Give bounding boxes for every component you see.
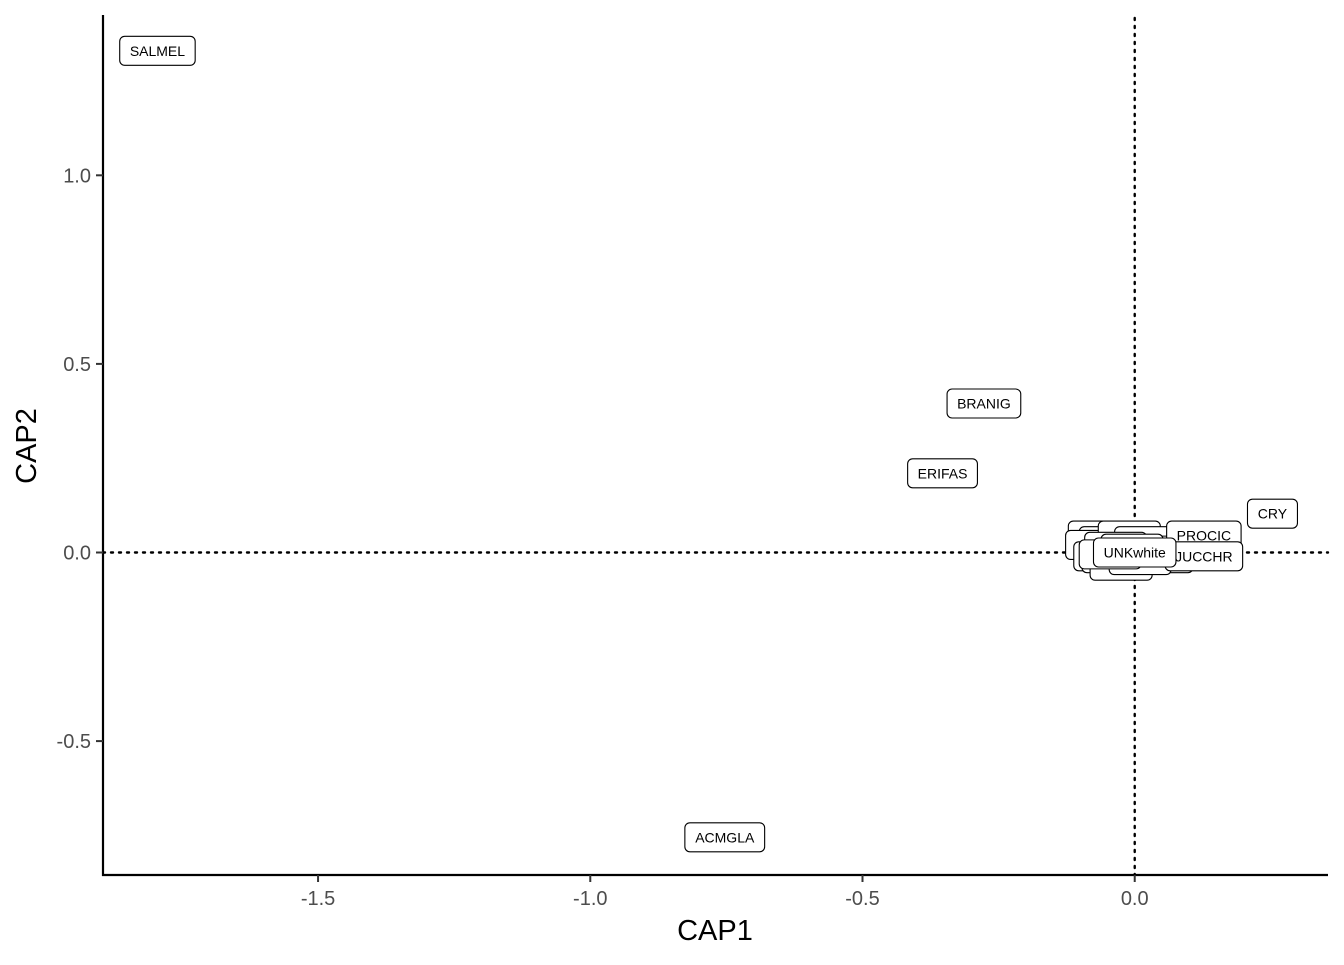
point-label: ERIFAS xyxy=(907,458,978,489)
point-label-box xyxy=(907,458,978,489)
x-tick-label: -1.0 xyxy=(573,888,607,910)
y-tick-label: -0.5 xyxy=(57,731,91,753)
x-tick-label: 0.0 xyxy=(1121,888,1149,910)
point-label-text: BRANIG xyxy=(957,396,1011,412)
point-label: JUCCHR xyxy=(1164,541,1244,572)
point-label: SALMEL xyxy=(119,35,196,66)
point-label-box xyxy=(946,388,1022,419)
y-tick-label: 0.5 xyxy=(63,354,91,376)
point-label-text: PROCIC xyxy=(1177,528,1231,544)
x-tick-label: -0.5 xyxy=(845,888,879,910)
y-tick-label: 0.0 xyxy=(63,543,91,565)
point-label: UNKwhite xyxy=(1092,537,1177,568)
point-label-box xyxy=(1246,498,1299,529)
point-label: ACMGLA xyxy=(684,822,766,853)
point-label-text: UNKwhite xyxy=(1104,545,1166,561)
axes-layer xyxy=(101,15,1328,877)
point-label-box xyxy=(684,822,766,853)
y-tick-label: 1.0 xyxy=(63,165,91,187)
point-label: CRY xyxy=(1246,498,1299,529)
x-tick-label: -1.5 xyxy=(301,888,335,910)
point-label-text: ERIFAS xyxy=(918,465,968,481)
point-label-text: JUCCHR xyxy=(1175,548,1233,564)
point-label: BRANIG xyxy=(946,388,1022,419)
point-labels-layer: SALMEL BRANIG ERIFAS ACMGLA CRY PROCIC JUCCHR U… xyxy=(119,35,1299,853)
point-label-text: SALMEL xyxy=(130,43,185,59)
point-label-text: CRY xyxy=(1258,506,1288,522)
x-axis-title: CAP1 xyxy=(677,915,753,947)
reference-lines-layer xyxy=(101,16,1330,877)
point-label-box xyxy=(1092,537,1177,568)
ticks-layer: -1.5 -1.0 -0.5 0.0 -0.5 0.0 0.5 1.0 xyxy=(57,165,1149,910)
y-axis-title: CAP2 xyxy=(11,408,43,484)
point-label-box xyxy=(119,35,196,66)
point-label-text: ACMGLA xyxy=(695,829,755,845)
